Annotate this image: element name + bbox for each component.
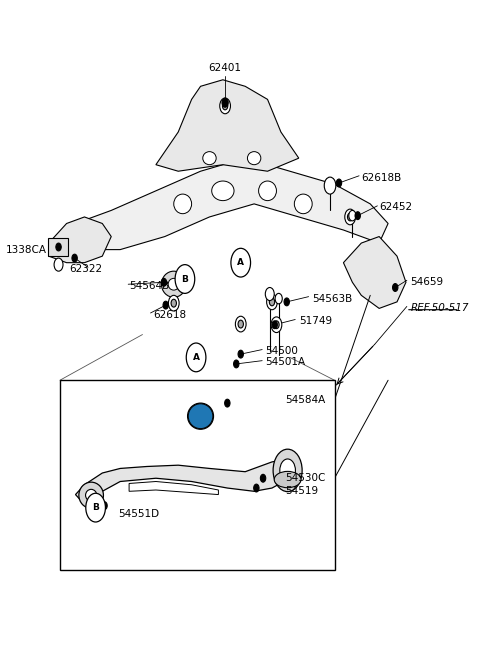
Ellipse shape <box>259 181 276 201</box>
Ellipse shape <box>174 194 192 214</box>
Text: 54584A: 54584A <box>286 395 325 405</box>
Circle shape <box>220 98 230 113</box>
Ellipse shape <box>247 152 261 165</box>
Circle shape <box>266 294 277 310</box>
Text: REF.50-517: REF.50-517 <box>410 304 469 314</box>
Circle shape <box>235 316 246 332</box>
Text: 54659: 54659 <box>410 277 444 287</box>
Circle shape <box>186 343 206 372</box>
Bar <box>48 238 68 256</box>
Ellipse shape <box>274 472 301 487</box>
Circle shape <box>336 179 342 187</box>
Ellipse shape <box>280 459 295 482</box>
Circle shape <box>222 102 228 110</box>
Circle shape <box>54 258 63 271</box>
Circle shape <box>355 212 360 220</box>
Circle shape <box>231 249 251 277</box>
Ellipse shape <box>273 449 302 491</box>
Circle shape <box>175 264 195 293</box>
Text: 62322: 62322 <box>69 264 102 274</box>
Ellipse shape <box>203 152 216 165</box>
Text: 62618B: 62618B <box>361 173 402 183</box>
Text: B: B <box>92 503 99 512</box>
Circle shape <box>238 350 243 358</box>
Circle shape <box>272 321 277 329</box>
Ellipse shape <box>85 489 97 501</box>
Ellipse shape <box>161 271 186 297</box>
Text: 54564B: 54564B <box>129 281 169 291</box>
Circle shape <box>274 321 279 329</box>
Text: 54563B: 54563B <box>312 294 352 304</box>
Circle shape <box>72 254 77 262</box>
Polygon shape <box>156 80 299 171</box>
Text: 54500: 54500 <box>265 346 298 356</box>
Ellipse shape <box>212 181 234 201</box>
Circle shape <box>254 484 259 492</box>
Text: 62452: 62452 <box>379 202 412 212</box>
Circle shape <box>345 209 356 225</box>
Text: A: A <box>192 353 200 362</box>
Ellipse shape <box>168 278 180 290</box>
Circle shape <box>348 213 353 221</box>
Polygon shape <box>49 217 111 262</box>
Polygon shape <box>129 482 218 495</box>
Text: 51749: 51749 <box>299 316 332 327</box>
Circle shape <box>225 400 230 407</box>
Circle shape <box>86 493 106 522</box>
Circle shape <box>168 295 179 311</box>
Circle shape <box>222 98 228 107</box>
Ellipse shape <box>294 194 312 214</box>
Polygon shape <box>75 459 299 504</box>
Circle shape <box>275 293 282 304</box>
Text: 54501A: 54501A <box>265 357 305 367</box>
Circle shape <box>324 177 336 194</box>
Circle shape <box>102 502 107 510</box>
Circle shape <box>163 301 168 309</box>
Text: 54519: 54519 <box>286 486 319 497</box>
Text: 54551D: 54551D <box>118 509 159 519</box>
Ellipse shape <box>188 404 213 428</box>
Circle shape <box>265 287 274 300</box>
Ellipse shape <box>79 482 103 508</box>
Text: 54530C: 54530C <box>286 473 326 483</box>
Circle shape <box>327 182 333 190</box>
Circle shape <box>324 178 336 194</box>
Text: A: A <box>237 258 244 267</box>
Circle shape <box>56 243 61 251</box>
Circle shape <box>269 298 275 306</box>
Circle shape <box>271 317 282 333</box>
Bar <box>60 380 335 569</box>
Circle shape <box>260 474 266 482</box>
Ellipse shape <box>194 410 207 422</box>
Text: 1338CA: 1338CA <box>5 245 47 255</box>
Circle shape <box>393 283 398 291</box>
Circle shape <box>234 360 239 368</box>
Circle shape <box>238 320 243 328</box>
Text: 62401: 62401 <box>209 63 241 73</box>
Circle shape <box>349 211 356 221</box>
Circle shape <box>284 298 289 306</box>
Text: 62618: 62618 <box>154 310 187 320</box>
Text: B: B <box>181 274 188 283</box>
Polygon shape <box>343 237 406 308</box>
Polygon shape <box>75 158 388 250</box>
Circle shape <box>171 299 177 307</box>
Circle shape <box>161 278 167 286</box>
Ellipse shape <box>188 403 214 429</box>
